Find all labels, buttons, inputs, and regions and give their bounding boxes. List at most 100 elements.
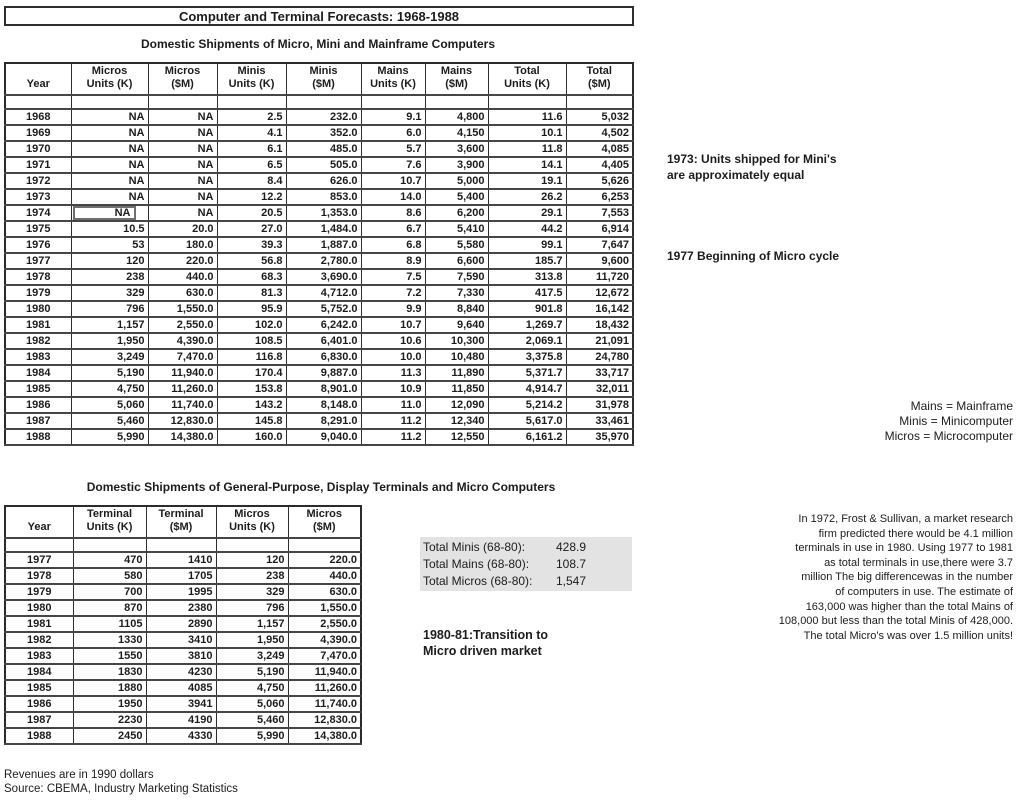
- column-header: Micros Units (K): [70, 62, 149, 96]
- page-title-box: Computer and Terminal Forecasts: 1968-19…: [4, 6, 634, 26]
- table-row: 1982 1,950 4,390.0 108.5 6,401.0 10.6 10,300 2,…: [4, 332, 634, 350]
- data-cell: 29.1: [487, 204, 567, 222]
- table-row: 1974 NA NA 20.5 1,353.0 8.6 6,200 29.1 7,553: [4, 204, 634, 222]
- table-row: 1979 329 630.0 81.3 4,712.0 7.2 7,330 417.5 12,6…: [4, 284, 634, 302]
- data-cell: 1705: [145, 567, 217, 585]
- year-cell: 1980: [4, 599, 74, 617]
- data-cell: 9,887.0: [285, 364, 362, 382]
- data-cell: 630.0: [147, 284, 218, 302]
- annotation-1973: 1973: Units shipped for Mini's are appro…: [667, 152, 837, 182]
- data-cell: 10.7: [360, 172, 426, 190]
- data-cell: 26.2: [487, 188, 567, 206]
- table-row: 1985 1880 4085 4,750 11,260.0: [4, 679, 362, 697]
- year-cell: 1982: [4, 631, 74, 649]
- header-row: Year Terminal Units (K) Terminal ($M) Micro…: [4, 505, 362, 539]
- data-cell: 6,242.0: [285, 316, 362, 334]
- data-cell: 11.3: [360, 364, 426, 382]
- data-cell: 10.0: [360, 348, 426, 366]
- table-row: 1976 53 180.0 39.3 1,887.0 6.8 5,580 99.1 7,647: [4, 236, 634, 254]
- data-cell: 14,380.0: [287, 727, 362, 745]
- totals-value: 108.7: [556, 557, 587, 571]
- year-cell: 1982: [4, 332, 72, 350]
- data-cell: NA: [70, 108, 149, 126]
- data-cell: 626.0: [285, 172, 362, 190]
- empty-cell: [565, 94, 634, 110]
- table-row: 1988 2450 4330 5,990 14,380.0: [4, 727, 362, 745]
- data-cell: 11,940.0: [147, 364, 218, 382]
- data-cell: 16,142: [565, 300, 634, 318]
- table-row: 1985 4,750 11,260.0 153.8 8,901.0 10.9 11,850 4…: [4, 380, 634, 398]
- data-cell: 5,990: [70, 428, 149, 446]
- empty-cell: [4, 537, 74, 553]
- data-cell: 901.8: [487, 300, 567, 318]
- data-cell: 120: [70, 252, 149, 270]
- year-cell: 1985: [4, 679, 74, 697]
- data-cell: 33,461: [565, 412, 634, 430]
- year-cell: 1981: [4, 316, 72, 334]
- data-cell: 1,950: [70, 332, 149, 350]
- data-cell: 3,249: [70, 348, 149, 366]
- empty-cell: [487, 94, 567, 110]
- data-cell: 417.5: [487, 284, 567, 302]
- empty-cell: [424, 94, 489, 110]
- column-header: Minis ($M): [285, 62, 362, 96]
- spacer-row: [4, 94, 634, 110]
- data-cell: 5,752.0: [285, 300, 362, 318]
- column-header: Micros Units (K): [215, 505, 289, 539]
- data-cell: 1,550.0: [287, 599, 362, 617]
- year-cell: 1977: [4, 252, 72, 270]
- data-cell: 1,157: [70, 316, 149, 334]
- data-cell: 11,740.0: [147, 396, 218, 414]
- data-cell: 24,780: [565, 348, 634, 366]
- data-cell: NA: [70, 124, 149, 142]
- data-cell: 4,390.0: [287, 631, 362, 649]
- column-header: Total Units (K): [487, 62, 567, 96]
- data-cell: 7.6: [360, 156, 426, 174]
- data-cell: 1,550.0: [147, 300, 218, 318]
- empty-cell: [287, 537, 362, 553]
- data-cell: 2230: [72, 711, 147, 729]
- data-cell: 160.0: [216, 428, 287, 446]
- data-cell: 5,060: [215, 695, 289, 713]
- year-cell: 1973: [4, 188, 72, 206]
- data-cell: 3,600: [424, 140, 489, 158]
- year-cell: 1981: [4, 615, 74, 633]
- table-row: 1987 5,460 12,830.0 145.8 8,291.0 11.2 12,340 5…: [4, 412, 634, 430]
- empty-cell: [4, 94, 72, 110]
- data-cell: 7,470.0: [287, 647, 362, 665]
- data-cell: 1,269.7: [487, 316, 567, 334]
- data-cell: 12,672: [565, 284, 634, 302]
- data-cell: 2,550.0: [287, 615, 362, 633]
- data-cell: 5,410: [424, 220, 489, 238]
- data-cell: 4085: [145, 679, 217, 697]
- data-cell: 6,830.0: [285, 348, 362, 366]
- data-cell: 238: [215, 567, 289, 585]
- data-cell: NA: [70, 156, 149, 174]
- data-cell: 27.0: [216, 220, 287, 238]
- data-cell: 1,157: [215, 615, 289, 633]
- data-cell: 11,720: [565, 268, 634, 286]
- table-row: 1987 2230 4190 5,460 12,830.0: [4, 711, 362, 729]
- data-cell: 5,460: [215, 711, 289, 729]
- data-cell: 7.2: [360, 284, 426, 302]
- data-cell: 4,405: [565, 156, 634, 174]
- empty-cell: [215, 537, 289, 553]
- data-cell: 4190: [145, 711, 217, 729]
- data-cell: 11,260.0: [147, 380, 218, 398]
- data-cell: 4,712.0: [285, 284, 362, 302]
- data-cell: 1330: [72, 631, 147, 649]
- data-cell: 1830: [72, 663, 147, 681]
- data-cell: 4,750: [70, 380, 149, 398]
- data-cell: 5,214.2: [487, 396, 567, 414]
- year-cell: 1983: [4, 647, 74, 665]
- data-cell: 11,850: [424, 380, 489, 398]
- data-cell: 7,590: [424, 268, 489, 286]
- table-row: 1984 5,190 11,940.0 170.4 9,887.0 11.3 11,890 5…: [4, 364, 634, 382]
- table1-title: Domestic Shipments of Micro, Mini and Ma…: [140, 37, 496, 51]
- data-cell: 9.1: [360, 108, 426, 126]
- empty-cell: [145, 537, 217, 553]
- year-cell: 1974: [4, 204, 72, 222]
- data-cell: 35,970: [565, 428, 634, 446]
- data-cell: NA: [70, 172, 149, 190]
- data-cell: 7,470.0: [147, 348, 218, 366]
